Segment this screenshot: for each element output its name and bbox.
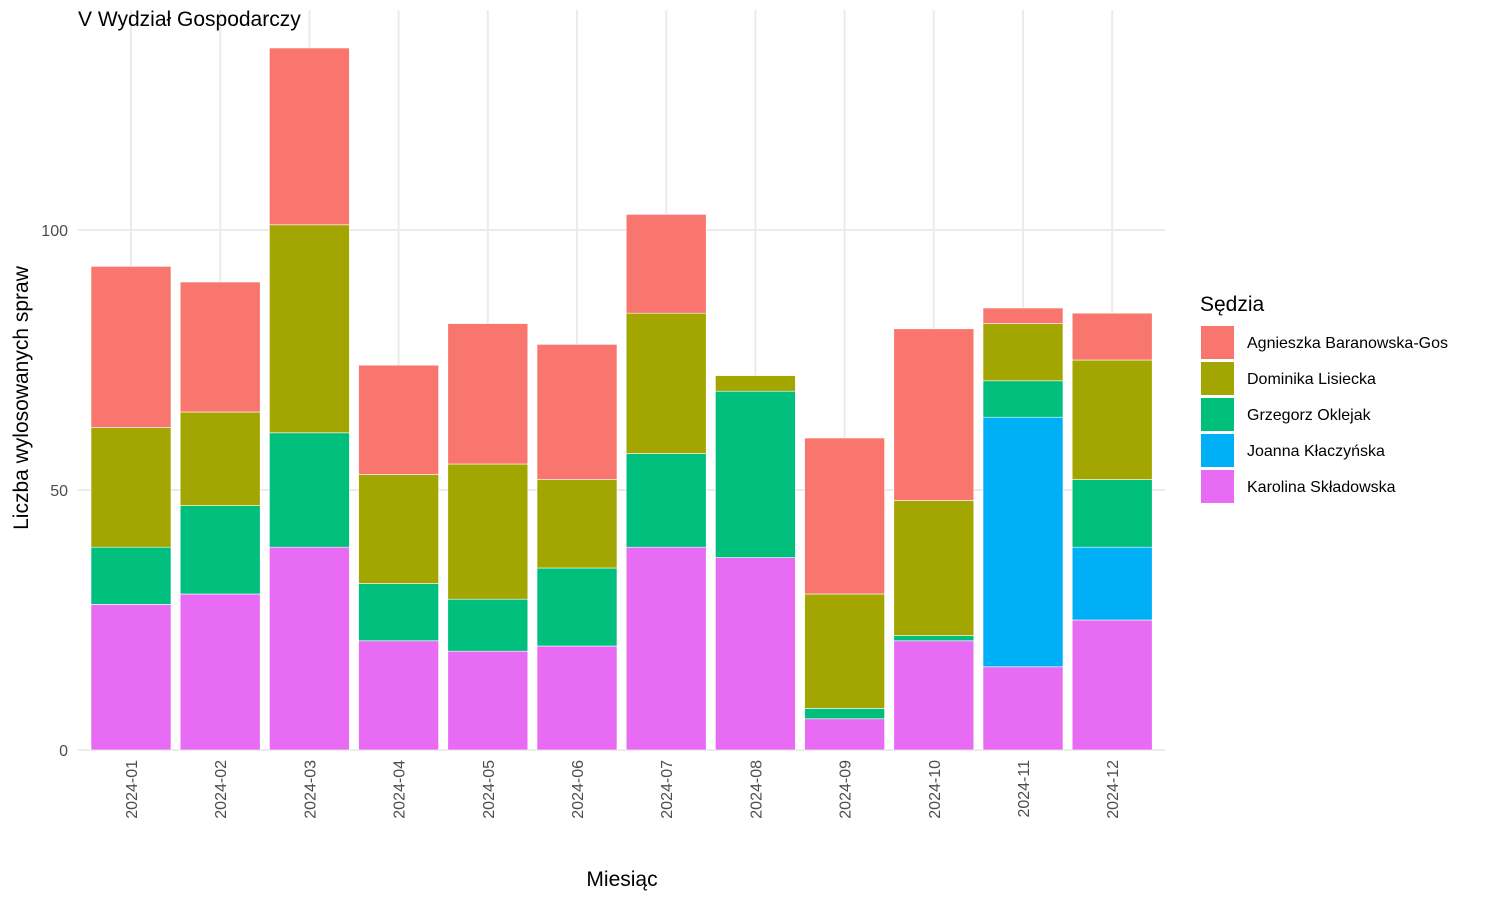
bar-agnieszka-baranowska-gos-2024-12 <box>1071 312 1153 361</box>
bar-karolina-skladowska-2024-02 <box>179 593 261 751</box>
legend-label-karolina-skladowska: Karolina Składowska <box>1247 479 1396 496</box>
bar-dominika-lisiecka-2024-11 <box>982 323 1064 382</box>
x-tick-label: 2024-04 <box>392 760 409 819</box>
x-tick-label: 2024-09 <box>838 760 855 819</box>
bar-grzegorz-oklejak-2024-10 <box>893 635 975 642</box>
bar-grzegorz-oklejak-2024-07 <box>625 453 707 548</box>
bar-agnieszka-baranowska-gos-2024-07 <box>625 214 707 314</box>
bar-karolina-skladowska-2024-09 <box>804 718 885 751</box>
bar-karolina-skladowska-2024-01 <box>90 604 172 751</box>
legend-key-karolina-skladowska <box>1201 470 1234 503</box>
x-tick-label: 2024-07 <box>659 760 676 819</box>
bar-dominika-lisiecka-2024-03 <box>269 224 350 434</box>
bar-dominika-lisiecka-2024-10 <box>893 500 975 636</box>
legend-key-grzegorz-oklejak <box>1201 398 1234 431</box>
bar-dominika-lisiecka-2024-09 <box>804 593 885 709</box>
y-axis-label: Liczba wylosowanych spraw <box>10 265 33 530</box>
bar-dominika-lisiecka-2024-01 <box>90 427 172 548</box>
bar-grzegorz-oklejak-2024-06 <box>536 567 618 647</box>
bar-grzegorz-oklejak-2024-01 <box>90 546 172 605</box>
x-tick-label: 2024-01 <box>124 760 141 819</box>
bar-karolina-skladowska-2024-05 <box>447 650 529 751</box>
bar-grzegorz-oklejak-2024-03 <box>269 432 350 548</box>
bar-grzegorz-oklejak-2024-09 <box>804 708 885 720</box>
x-tick-label: 2024-10 <box>927 760 944 819</box>
bar-dominika-lisiecka-2024-08 <box>715 375 796 392</box>
bar-agnieszka-baranowska-gos-2024-06 <box>536 344 618 480</box>
bar-agnieszka-baranowska-gos-2024-10 <box>893 328 975 501</box>
bar-agnieszka-baranowska-gos-2024-09 <box>804 437 885 595</box>
bar-agnieszka-baranowska-gos-2024-05 <box>447 323 529 465</box>
bar-grzegorz-oklejak-2024-04 <box>358 583 439 642</box>
legend: Sędzia Agnieszka Baranowska-Gos Dominika … <box>1200 293 1448 503</box>
legend-key-joanna-klaczynska <box>1201 434 1234 467</box>
bar-agnieszka-baranowska-gos-2024-11 <box>982 307 1064 324</box>
legend-label-grzegorz-oklejak: Grzegorz Oklejak <box>1247 407 1372 424</box>
bar-agnieszka-baranowska-gos-2024-03 <box>269 47 350 226</box>
bar-karolina-skladowska-2024-04 <box>358 640 439 751</box>
x-axis-ticks: 2024-01 2024-02 2024-03 2024-04 2024-05 2024-… <box>124 760 1122 819</box>
bar-grzegorz-oklejak-2024-02 <box>179 505 261 595</box>
legend-title: Sędzia <box>1200 293 1265 316</box>
bar-agnieszka-baranowska-gos-2024-01 <box>90 266 172 428</box>
bar-dominika-lisiecka-2024-02 <box>179 411 261 506</box>
bar-karolina-skladowska-2024-10 <box>893 640 975 751</box>
bar-agnieszka-baranowska-gos-2024-04 <box>358 364 439 475</box>
bars <box>90 47 1153 751</box>
bar-dominika-lisiecka-2024-12 <box>1071 359 1153 480</box>
y-tick-label: 0 <box>59 743 68 760</box>
x-tick-label: 2024-05 <box>481 760 498 819</box>
bar-grzegorz-oklejak-2024-05 <box>447 598 529 652</box>
legend-key-dominika-lisiecka <box>1201 362 1234 395</box>
bar-karolina-skladowska-2024-11 <box>982 666 1064 751</box>
x-tick-label: 2024-12 <box>1105 760 1122 819</box>
bar-karolina-skladowska-2024-06 <box>536 645 618 751</box>
y-tick-label: 100 <box>41 223 68 240</box>
y-axis-ticks: 0 50 100 <box>41 223 68 760</box>
y-tick-label: 50 <box>50 483 68 500</box>
legend-label-joanna-klaczynska: Joanna Kłaczyńska <box>1247 443 1385 460</box>
bar-grzegorz-oklejak-2024-11 <box>982 380 1064 418</box>
bar-dominika-lisiecka-2024-05 <box>447 463 529 600</box>
legend-label-dominika-lisiecka: Dominika Lisiecka <box>1247 371 1376 388</box>
legend-items: Agnieszka Baranowska-Gos Dominika Lisieck… <box>1201 326 1448 503</box>
bar-dominika-lisiecka-2024-06 <box>536 479 618 569</box>
bar-grzegorz-oklejak-2024-12 <box>1071 479 1153 548</box>
bar-karolina-skladowska-2024-03 <box>269 546 350 751</box>
bar-karolina-skladowska-2024-07 <box>625 546 707 751</box>
x-tick-label: 2024-02 <box>213 760 230 819</box>
bar-karolina-skladowska-2024-12 <box>1071 619 1153 751</box>
chart-title: V Wydział Gospodarczy <box>78 8 301 31</box>
bar-agnieszka-baranowska-gos-2024-02 <box>179 281 261 413</box>
x-tick-label: 2024-08 <box>748 760 765 819</box>
legend-label-agnieszka-baranowska-gos: Agnieszka Baranowska-Gos <box>1247 335 1448 352</box>
bar-grzegorz-oklejak-2024-08 <box>715 390 796 558</box>
bar-joanna-klaczynska-2024-12 <box>1071 546 1153 621</box>
bar-joanna-klaczynska-2024-11 <box>982 416 1064 668</box>
legend-key-agnieszka-baranowska-gos <box>1201 326 1234 359</box>
bar-karolina-skladowska-2024-08 <box>715 557 796 751</box>
x-axis-label: Miesiąc <box>586 868 657 891</box>
x-tick-label: 2024-06 <box>570 760 587 819</box>
x-tick-label: 2024-03 <box>302 760 319 819</box>
x-tick-label: 2024-11 <box>1016 760 1033 818</box>
bar-dominika-lisiecka-2024-04 <box>358 474 439 584</box>
bar-dominika-lisiecka-2024-07 <box>625 312 707 454</box>
